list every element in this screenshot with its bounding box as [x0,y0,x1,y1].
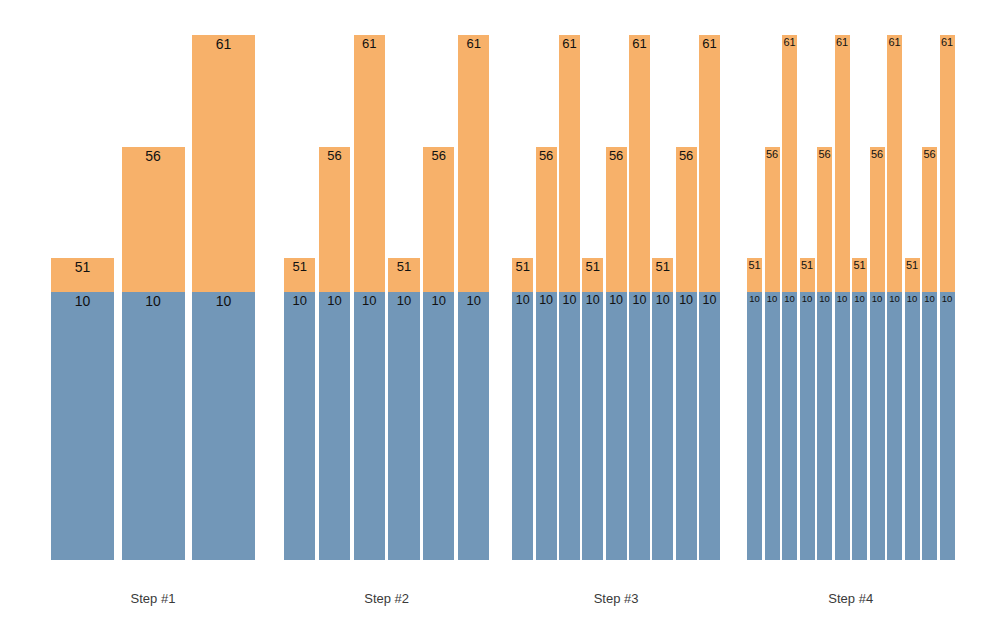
bar-top-value-label: 56 [327,149,341,162]
bar-top-value-label: 61 [216,37,232,51]
bar-base-value-label: 10 [702,294,716,307]
bar-top-value-label: 51 [516,260,530,273]
bar-top-value-label: 51 [853,260,865,271]
group-label: Step #2 [364,591,409,607]
bar-top-value-label: 56 [432,149,446,162]
bar-base-value-label: 10 [397,294,411,307]
bar-top-value-label: 51 [75,260,91,274]
bar-base-value-label: 10 [539,294,553,307]
bar-top-value-label: 56 [766,149,778,160]
bar-base-value-label: 10 [75,294,91,308]
bar-top-value-label: 51 [292,260,306,273]
bar-top-value-label: 51 [801,260,813,271]
bar-top-value-label: 56 [818,149,830,160]
bar-base-value-label: 10 [924,294,935,304]
bar-top-value-label: 51 [397,260,411,273]
bar-base-value-label: 10 [609,294,623,307]
bar-base-value-label: 10 [632,294,646,307]
bar-top-value-label: 61 [702,37,716,50]
bar-top-value-label: 61 [632,37,646,50]
bar-base-value-label: 10 [872,294,883,304]
bar-base-value-label: 10 [656,294,670,307]
bar-base-value-label: 10 [327,294,341,307]
bar-base-value-label: 10 [784,294,795,304]
bar-base-value-label: 10 [907,294,918,304]
group-label: Step #1 [131,591,176,607]
chart-figure: 51 10 56 10 61 10 Step #1 51 10 56 10 61 10 51 10 56 10 6… [0,0,1000,618]
bar-top-value-label: 51 [906,260,918,271]
bar-top-value-label: 56 [539,149,553,162]
bar-top-value-label: 56 [145,149,161,163]
bar-base-value-label: 10 [516,294,530,307]
group-label: Step #3 [594,591,639,607]
bar-base-value-label: 10 [432,294,446,307]
bar-top-value-label: 61 [362,37,376,50]
bar-base-value-label: 10 [749,294,760,304]
bar-base-value-label: 10 [145,294,161,308]
bar-top-value-label: 61 [888,37,900,48]
bar-top-value-label: 56 [679,149,693,162]
bar-base-value-label: 10 [679,294,693,307]
bar-base-value-label: 10 [854,294,865,304]
bar-top-value-label: 56 [871,149,883,160]
bar-base-value-label: 10 [819,294,830,304]
bar-base-value-label: 10 [802,294,813,304]
bar-base-value-label: 10 [563,294,577,307]
bar-base-value-label: 10 [362,294,376,307]
bar-base-value-label: 10 [216,294,232,308]
bar-top-value-label: 51 [656,260,670,273]
labels-layer: 51 10 56 10 61 10 Step #1 51 10 56 10 61 10 51 10 56 10 6… [0,0,1000,618]
bar-base-value-label: 10 [767,294,778,304]
bar-base-value-label: 10 [586,294,600,307]
bar-top-value-label: 61 [783,37,795,48]
bar-top-value-label: 56 [923,149,935,160]
bar-base-value-label: 10 [889,294,900,304]
bar-base-value-label: 10 [837,294,848,304]
bar-top-value-label: 61 [562,37,576,50]
bar-top-value-label: 61 [466,37,480,50]
bar-top-value-label: 51 [586,260,600,273]
group-label: Step #4 [828,591,873,607]
bar-top-value-label: 61 [941,37,953,48]
bar-base-value-label: 10 [466,294,480,307]
bar-base-value-label: 10 [292,294,306,307]
bar-top-value-label: 51 [748,260,760,271]
bar-top-value-label: 61 [836,37,848,48]
bar-base-value-label: 10 [942,294,953,304]
bar-top-value-label: 56 [609,149,623,162]
